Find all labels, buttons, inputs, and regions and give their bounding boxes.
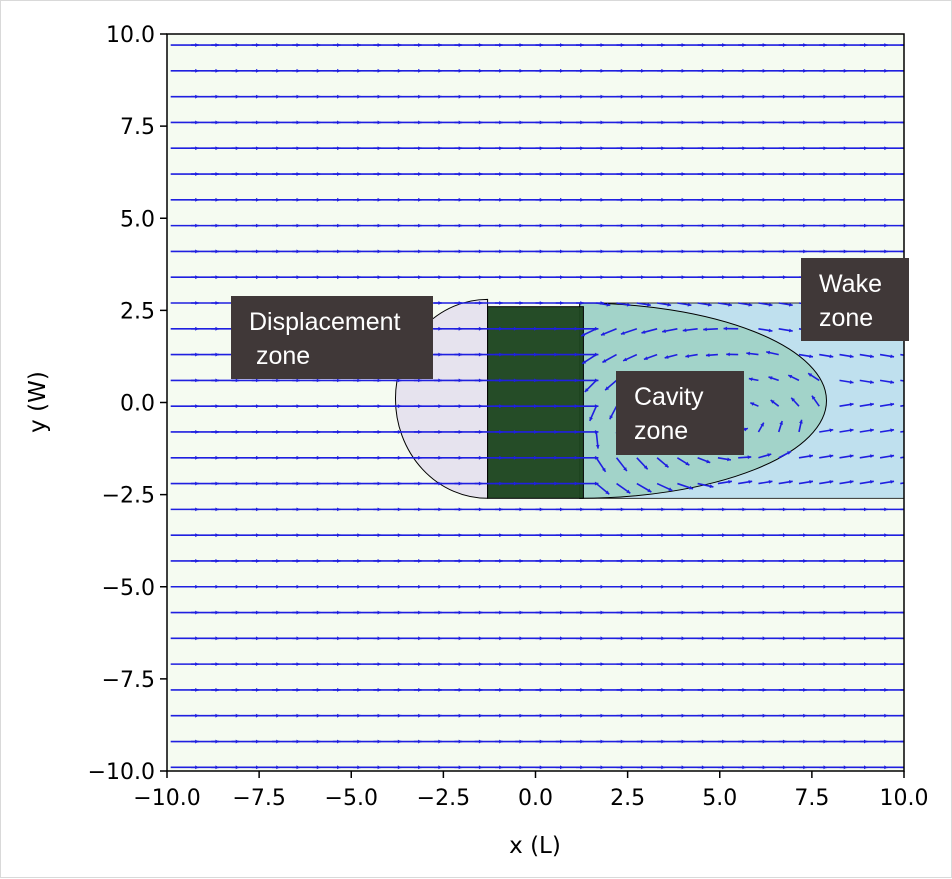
x-tick-label: 2.5 (610, 786, 645, 811)
y-tick-label: −5.0 (102, 576, 155, 601)
x-tick-label: −7.5 (232, 786, 285, 811)
x-tick-label: 7.5 (794, 786, 829, 811)
wake-zone-label: Wake zone (801, 258, 909, 341)
x-tick-label: −10.0 (133, 786, 200, 811)
x-tick-label: −5.0 (325, 786, 378, 811)
y-tick-label: −10.0 (88, 760, 155, 785)
x-axis-ticks: −10.0 −7.5 −5.0 −2.5 0.0 2.5 5.0 7.5 10.0 (133, 771, 928, 811)
y-tick-label: 5.0 (120, 207, 155, 232)
x-tick-label: −2.5 (417, 786, 470, 811)
y-axis-ticks: 10.0 7.5 5.0 2.5 0.0 −2.5 −5.0 −7.5 −10.0 (88, 23, 167, 785)
displacement-zone-label: Displacement zone (231, 296, 433, 379)
x-tick-label: 5.0 (702, 786, 737, 811)
x-tick-label: 0.0 (518, 786, 553, 811)
x-tick-label: 10.0 (880, 786, 929, 811)
y-tick-label: 0.0 (120, 392, 155, 417)
zone-label-text: Cavity (634, 383, 704, 411)
zone-label-text: zone (634, 417, 688, 445)
zone-label-text: zone (249, 342, 310, 370)
y-tick-label: 10.0 (106, 23, 155, 48)
y-tick-label: −7.5 (102, 668, 155, 693)
y-tick-label: 7.5 (120, 115, 155, 140)
zone-label-text: zone (819, 304, 873, 332)
cavity-zone-label: Cavity zone (616, 371, 744, 455)
x-axis-label: x (L) (509, 833, 561, 859)
zone-label-text: Wake (819, 270, 882, 298)
y-tick-label: −2.5 (102, 484, 155, 509)
y-tick-label: 2.5 (120, 299, 155, 324)
building-block (488, 307, 584, 499)
zone-label-text: Displacement (249, 308, 401, 336)
y-axis-label: y (W) (25, 371, 51, 433)
